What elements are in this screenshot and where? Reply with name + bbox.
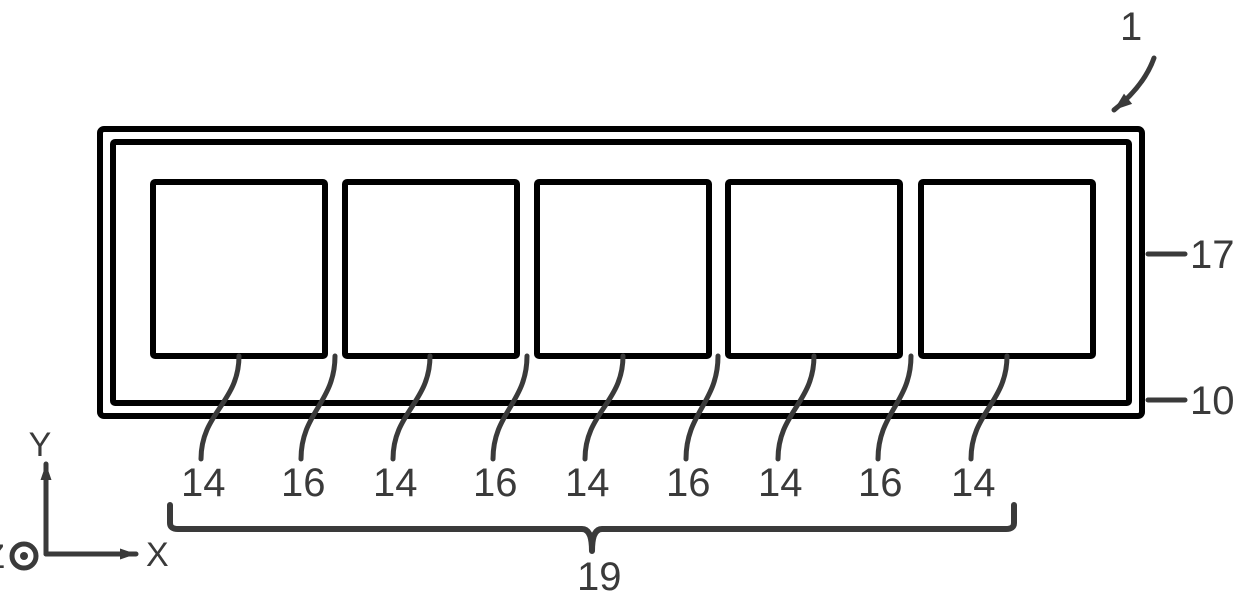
bottom-leader-4 [585, 356, 623, 459]
axis-x-label: X [146, 536, 169, 574]
bottom-leader-1 [301, 356, 335, 459]
axis-z-label: Z [0, 538, 5, 576]
bottom-leader-8 [971, 356, 1007, 459]
cell-0 [153, 182, 325, 356]
bottom-leader-label-4: 14 [565, 461, 610, 505]
bottom-leader-label-8: 14 [951, 461, 996, 505]
bracket-19-label: 19 [577, 555, 622, 599]
bottom-leader-0 [201, 356, 239, 459]
arrow-head [120, 549, 136, 560]
bottom-leader-label-6: 14 [758, 461, 803, 505]
axis-y-label: Y [29, 426, 52, 464]
bottom-leader-5 [686, 356, 718, 459]
axis-z-dot [20, 552, 28, 560]
bottom-leader-label-3: 16 [473, 461, 518, 505]
figure-label-1: 1 [1120, 5, 1142, 49]
bracket-19 [170, 505, 1014, 551]
cell-1 [345, 182, 517, 356]
cell-2 [537, 182, 709, 356]
arrow-head [41, 464, 52, 480]
cell-3 [728, 182, 900, 356]
bottom-leader-3 [493, 356, 527, 459]
bottom-leader-label-5: 16 [666, 461, 711, 505]
bottom-leader-label-0: 14 [181, 461, 226, 505]
bottom-leader-2 [393, 356, 430, 459]
right-leader-label-1: 10 [1190, 379, 1235, 423]
bottom-leader-label-2: 14 [373, 461, 418, 505]
cell-4 [921, 182, 1093, 356]
bottom-leader-7 [878, 356, 911, 459]
bottom-leader-6 [778, 356, 814, 459]
right-leader-label-0: 17 [1190, 233, 1235, 277]
bottom-leader-label-1: 16 [281, 461, 326, 505]
bottom-leader-label-7: 16 [858, 461, 903, 505]
